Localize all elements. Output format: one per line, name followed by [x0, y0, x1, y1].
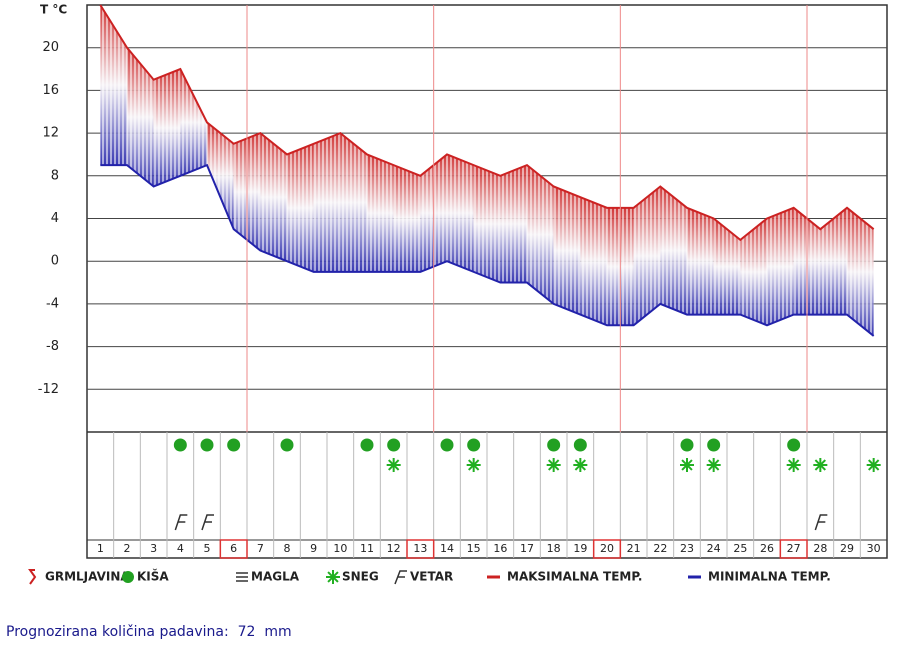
y-tick-label: 16: [42, 83, 59, 98]
day-label: 22: [653, 542, 667, 555]
snow-icon: [546, 458, 561, 472]
snow-icon: [813, 458, 828, 472]
y-tick-label: -4: [46, 296, 59, 311]
snow-icon: [706, 458, 721, 472]
day-label: 13: [413, 542, 427, 555]
rain-icon: [200, 438, 214, 452]
day-label: 20: [600, 542, 614, 555]
day-label: 1: [97, 542, 104, 555]
y-tick-label: 0: [51, 254, 59, 269]
rain-icon: [680, 438, 694, 452]
y-axis-label: T °C: [40, 3, 67, 17]
legend-label: KIŠA: [137, 569, 169, 584]
wind-icon: [201, 514, 214, 531]
rain-icon: [280, 438, 294, 452]
legend-icon: [28, 569, 37, 585]
day-label: 10: [333, 542, 347, 555]
rain-icon: [707, 438, 721, 452]
boxed-day: [219, 539, 248, 559]
day-label: 23: [680, 542, 694, 555]
day-label: 28: [813, 542, 827, 555]
day-label: 5: [204, 542, 211, 555]
day-label: 6: [230, 542, 237, 555]
snow-stroke: [708, 459, 720, 471]
rain-icon: [573, 438, 587, 452]
day-label: 12: [387, 542, 401, 555]
snow-stroke: [574, 459, 586, 471]
snow-stroke: [388, 459, 400, 471]
legend-icon: [122, 571, 134, 583]
boxed-day: [779, 539, 808, 559]
day-label: 16: [493, 542, 507, 555]
temp-line: [99, 4, 875, 242]
legend-label: MAKSIMALNA TEMP.: [507, 570, 643, 584]
snow-icon: [786, 458, 801, 472]
snow-stroke: [327, 571, 339, 583]
page: {"chart_data": {"type": "line", "y_axis_…: [6, 2, 888, 640]
snow-icon: [386, 458, 401, 472]
temp-line: [100, 163, 875, 337]
snow-stroke: [788, 459, 800, 471]
snow-stroke: [548, 459, 560, 471]
snow-icon: [680, 458, 694, 472]
legend-label: MAGLA: [251, 570, 300, 584]
rain-icon: [467, 438, 481, 452]
rain-icon: [547, 438, 561, 452]
day-label: 25: [733, 542, 747, 555]
y-tick-label: 12: [42, 126, 59, 141]
snow-stroke: [814, 459, 826, 471]
day-label: 11: [360, 542, 374, 555]
snow-icon: [466, 458, 481, 472]
y-tick-label: -8: [46, 339, 59, 354]
day-label: 7: [257, 542, 264, 555]
legend-label: MINIMALNA TEMP.: [708, 570, 831, 584]
y-tick-label: -12: [38, 382, 59, 397]
day-label: 30: [867, 542, 881, 555]
y-tick-label: 8: [51, 168, 59, 183]
rain-icon: [173, 438, 187, 452]
rain-icon: [360, 438, 374, 452]
legend-label: GRMLJAVINA: [45, 570, 130, 584]
rain-icon: [227, 438, 241, 452]
day-label: 3: [150, 542, 157, 555]
hatch: [100, 5, 874, 336]
y-tick-label: 20: [42, 40, 59, 55]
snow-stroke: [868, 459, 880, 471]
day-label: 18: [547, 542, 561, 555]
day-label: 9: [310, 542, 317, 555]
snow-stroke: [468, 459, 480, 471]
day-label: 14: [440, 542, 454, 555]
boxed-day: [406, 539, 435, 559]
day-label: 27: [787, 542, 801, 555]
wind-icon: [174, 514, 188, 531]
day-label: 19: [573, 542, 587, 555]
legend-icon: [394, 570, 407, 585]
day-label: 29: [840, 542, 854, 555]
rain-icon: [440, 438, 454, 452]
snow-icon: [326, 570, 340, 584]
boxed-day: [592, 539, 622, 559]
snow-stroke: [681, 459, 693, 471]
legend-label: SNEG: [342, 570, 379, 584]
day-label: 15: [467, 542, 481, 555]
rain-icon: [387, 438, 401, 452]
precipitation-note: Prognozirana količina padavina: 72 mm: [6, 624, 292, 640]
wind-icon: [814, 514, 828, 531]
rain-icon: [787, 438, 801, 452]
day-label: 17: [520, 542, 534, 555]
y-tick-label: 4: [51, 211, 59, 226]
legend-label: VETAR: [410, 570, 453, 584]
day-label: 21: [627, 542, 641, 555]
day-label: 24: [707, 542, 721, 555]
snow-icon: [866, 458, 881, 472]
day-label: 26: [760, 542, 774, 555]
day-label: 2: [124, 542, 131, 555]
day-label: 8: [284, 542, 291, 555]
snow-icon: [573, 458, 588, 472]
day-label: 4: [177, 542, 184, 555]
